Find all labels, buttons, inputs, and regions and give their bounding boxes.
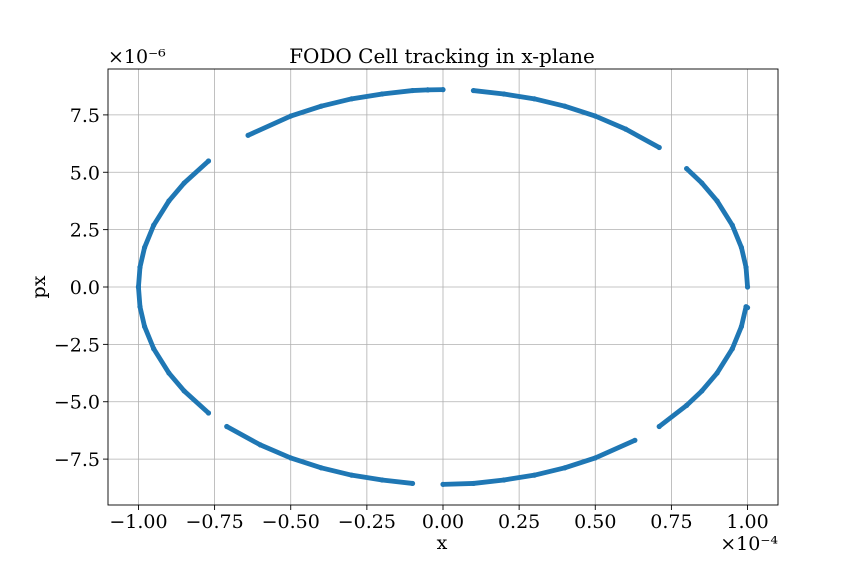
trajectory-segment (137, 304, 147, 329)
x-tick-label: 0.25 (498, 511, 540, 533)
data-point (409, 480, 416, 487)
trajectory-segment (181, 388, 211, 416)
data-point (684, 165, 690, 172)
y-axis-offset-text: ×10⁻⁶ (108, 46, 166, 68)
x-tick-label: −1.00 (109, 511, 167, 533)
x-axis-label: x (437, 532, 448, 554)
trajectory-segment (729, 324, 744, 352)
chart-title: FODO Cell tracking in x-plane (289, 44, 595, 68)
trajectory-segment (224, 424, 263, 448)
trajectory-segment (318, 465, 355, 478)
data-points (135, 87, 751, 487)
trajectory-segment (714, 346, 735, 376)
trajectory-segment (349, 472, 385, 483)
y-tick-label: 5.0 (70, 162, 100, 184)
x-tick-label: 0.75 (650, 511, 692, 533)
trajectory-segment (181, 158, 211, 186)
x-tick-label: −0.50 (262, 511, 320, 533)
trajectory-segment (656, 403, 690, 429)
trajectory-segment (699, 180, 720, 204)
data-point (425, 87, 431, 93)
trajectory-segment (136, 264, 143, 290)
trajectory-segment (562, 455, 598, 471)
x-axis-offset-text: ×10⁻⁴ (720, 533, 778, 555)
trajectory-segment (151, 346, 172, 376)
trajectory-segment (531, 96, 568, 109)
x-tick-label: 1.00 (726, 511, 768, 533)
trajectory-segment (699, 370, 720, 394)
y-axis-label: px (28, 275, 50, 298)
data-point (470, 87, 477, 94)
trajectory-segment (684, 388, 705, 408)
trajectory-segment (592, 113, 629, 132)
trajectory-segment (136, 284, 143, 310)
trajectory-segment (501, 472, 537, 483)
trajectory-segment (379, 477, 415, 486)
trajectory-segment (684, 166, 705, 186)
data-point (744, 305, 751, 311)
trajectory-segment (471, 88, 507, 97)
trajectory-segment (318, 96, 355, 109)
x-tick-label: −0.25 (338, 511, 396, 533)
trajectory-segment (288, 455, 324, 471)
trajectory-segment (142, 324, 157, 352)
x-axis-ticks: −1.00 −0.75 −0.50 −0.25 0.00 0.25 0.50 0.75 1.00 (109, 505, 769, 533)
trajectory-segment (245, 113, 294, 138)
trajectory-segment (257, 442, 294, 461)
trajectory-segment (166, 180, 187, 204)
y-tick-label: −5.0 (54, 392, 100, 414)
y-tick-label: 2.5 (70, 220, 100, 242)
trajectory-segment (592, 437, 638, 461)
trajectory-segment (562, 103, 598, 119)
trajectory-segment (137, 245, 147, 270)
y-tick-label: 7.5 (70, 105, 100, 127)
trajectory-segment (714, 198, 735, 228)
trajectory-segment (166, 370, 187, 394)
y-axis-ticks: −7.5 −5.0 −2.5 0.0 2.5 5.0 7.5 (54, 105, 108, 471)
trajectory-segment (739, 245, 749, 270)
trajectory-segment (739, 304, 749, 329)
trajectory-segment (349, 91, 385, 102)
x-tick-label: −0.75 (185, 511, 243, 533)
data-point (632, 437, 638, 443)
trajectory-segment (531, 465, 568, 478)
data-point (205, 410, 212, 416)
x-tick-label: 0.50 (574, 511, 616, 533)
y-tick-label: 0.0 (70, 277, 100, 299)
trajectory-segment (729, 222, 744, 250)
trajectory-segment (501, 91, 537, 102)
y-tick-label: −7.5 (54, 449, 100, 471)
grid (108, 69, 778, 505)
trajectory-segment (743, 264, 750, 290)
trajectory-segment (379, 88, 415, 97)
trajectory-segment (151, 198, 172, 228)
y-tick-label: −2.5 (54, 334, 100, 356)
trajectory-segment (142, 222, 157, 250)
x-tick-label: 0.00 (422, 511, 464, 533)
trajectory-segment (288, 103, 324, 119)
trajectory-segment (623, 126, 662, 150)
trajectory-segment (471, 477, 507, 486)
trajectory-segment (440, 481, 476, 487)
